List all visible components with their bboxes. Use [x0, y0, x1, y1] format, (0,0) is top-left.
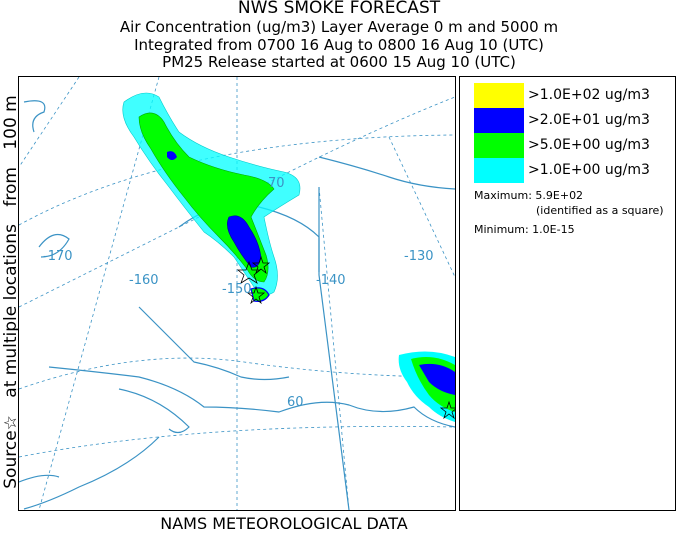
coastline	[19, 100, 455, 510]
source-markers	[236, 255, 455, 420]
smoke-patch-small	[167, 151, 177, 160]
lon-label-150: -150	[222, 282, 252, 297]
lon-label-130: -130	[404, 249, 434, 264]
legend-panel: >1.0E+02 ug/m3 >2.0E+01 ug/m3 >5.0E+00 u…	[459, 76, 676, 511]
smoke-plume-blue	[227, 215, 262, 268]
lon-label-160: -160	[129, 273, 159, 288]
maximum-value: Maximum: 5.9E+02	[474, 189, 584, 202]
legend-label-2: >2.0E+01 ug/m3	[528, 112, 650, 128]
legend-swatch-cyan	[474, 158, 524, 183]
minimum-value: Minimum: 1.0E-15	[474, 223, 575, 236]
legend-label-4: >1.0E+00 ug/m3	[528, 162, 650, 178]
legend-swatch-yellow	[474, 83, 524, 108]
lon-label-140: -140	[316, 273, 346, 288]
map-panel: -170 -160 -150 -140 -130 70 60	[18, 76, 456, 511]
legend-label-1: >1.0E+02 ug/m3	[528, 87, 650, 103]
lat-label-60: 60	[287, 395, 304, 410]
maximum-note: (identified as a square)	[536, 204, 664, 217]
legend-swatch-green	[474, 133, 524, 158]
release-info: PM25 Release started at 0600 15 Aug 10 (…	[162, 53, 516, 71]
graticule	[19, 77, 455, 510]
lat-label-70: 70	[268, 176, 285, 191]
east-plume-blue	[419, 363, 455, 395]
integration-period: Integrated from 0700 16 Aug to 0800 16 A…	[134, 36, 544, 54]
lon-label-170: -170	[43, 249, 73, 264]
alaska-map	[19, 77, 455, 510]
concentration-subtitle: Air Concentration (ug/m3) Layer Average …	[119, 18, 559, 36]
map-title: NWS SMOKE FORECAST	[237, 0, 441, 18]
legend-swatch-blue	[474, 108, 524, 133]
smoke-patch-south	[250, 287, 270, 302]
legend-label-3: >5.0E+00 ug/m3	[528, 137, 650, 153]
data-source-footer: NAMS METEOROLOGICAL DATA	[160, 514, 408, 533]
